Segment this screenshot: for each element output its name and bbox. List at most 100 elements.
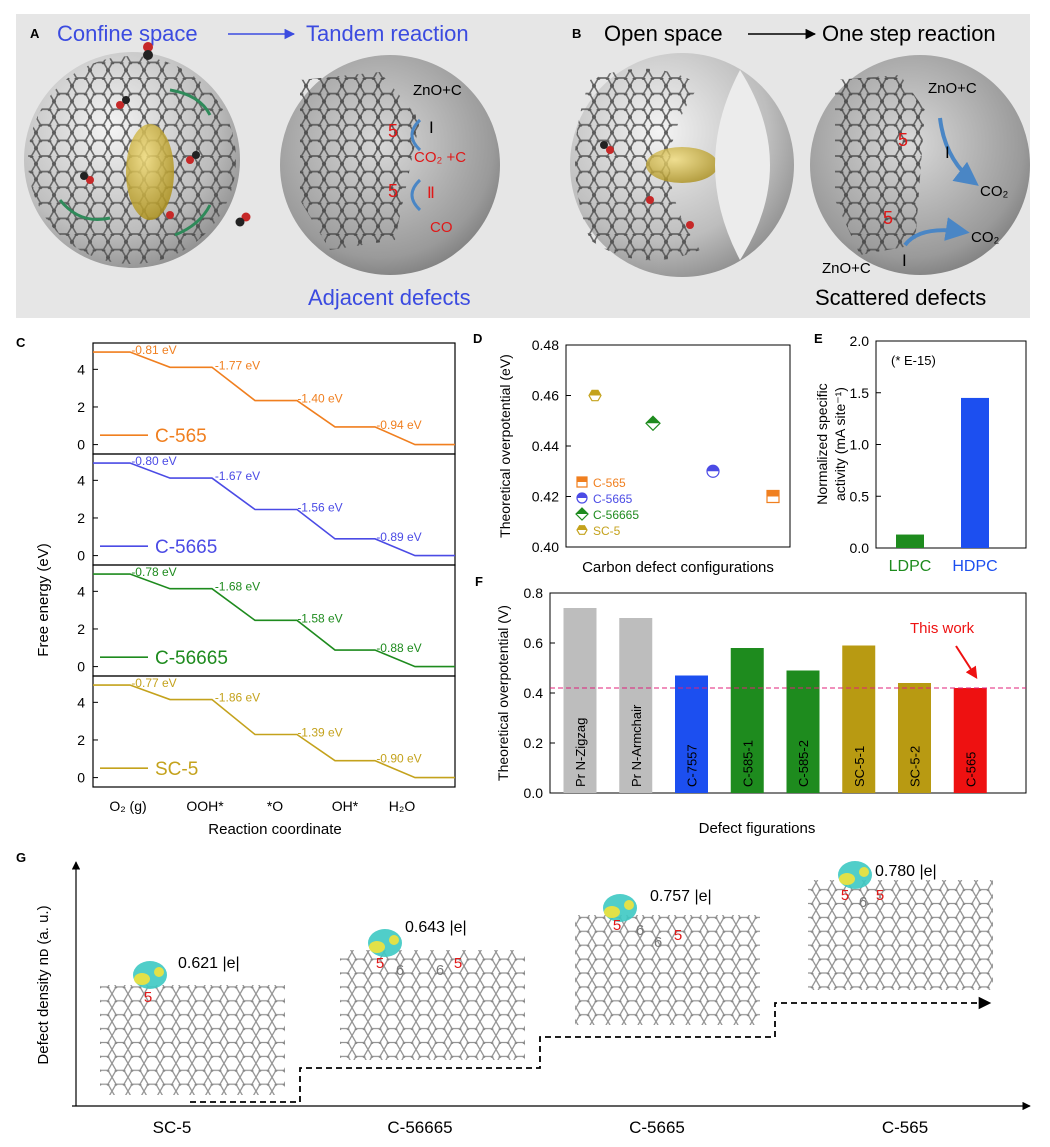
panel-f-letter: F	[475, 574, 483, 589]
bar-label-hdpc: HDPC	[952, 558, 997, 575]
panel-e-ytick-label: 0.0	[850, 540, 870, 556]
step-energy-label: -0.88 eV	[376, 641, 421, 655]
panel-e-ylabel-line1: Normalized specific	[814, 383, 830, 504]
step-energy-label: -1.86 eV	[215, 691, 260, 705]
legend-marker	[575, 507, 589, 521]
panel-e-ylabel-line2: activity (mA site⁻¹)	[832, 387, 848, 501]
ring-label: 6	[396, 962, 404, 979]
bar-pr-n-zigzag	[563, 608, 597, 793]
ring-label: 6	[859, 894, 867, 911]
step-energy-label: -0.77 eV	[131, 676, 176, 690]
panel-d-ytick-label: 0.40	[532, 539, 559, 555]
scatter-point-c-56665	[645, 415, 661, 432]
step-energy-label: -0.89 eV	[376, 530, 421, 544]
charge-value: 0.621 |e|	[178, 955, 240, 972]
step-energy-label: -0.90 eV	[376, 752, 421, 766]
bar-pr-n-armchair	[619, 618, 653, 793]
ring-label: 5	[841, 887, 849, 904]
ring-label: 5	[454, 955, 462, 972]
step-energy-label: -1.56 eV	[297, 501, 342, 515]
panel-e: E Normalized specific activity (mA site⁻…	[814, 331, 1027, 575]
charge-value: 0.757 |e|	[650, 888, 712, 905]
panel-c-ylabel: Free energy (eV)	[35, 543, 52, 656]
ring-label: 5	[613, 917, 621, 934]
legend-marker	[576, 476, 588, 488]
step-ii: Ⅱ	[427, 185, 435, 202]
step-energy-label: -0.80 eV	[131, 454, 176, 468]
panel-f-ytick-label: 0.4	[524, 685, 544, 701]
panel-c-ytick-label: 4	[77, 694, 85, 710]
panel-f: F Theoretical overpotential (V) Defect f…	[475, 574, 1027, 837]
step-energy-label: -0.94 eV	[376, 418, 421, 432]
bar-label: Pr N-Armchair	[629, 704, 644, 787]
panel-b-caption: Scattered defects	[815, 285, 986, 310]
panel-b: B Open space One step reaction 5 5 ZnO+C…	[570, 21, 1030, 310]
panel-a-title-left: Confine space	[57, 21, 198, 46]
panel-c-letter: C	[16, 335, 26, 350]
structure-c-56665: 0.643 |e|5 6 6 5C-56665	[340, 919, 525, 1137]
ring5-upper: 5	[388, 121, 398, 141]
panel-c-xtick-label: OOH*	[186, 798, 224, 814]
panel-c-ytick-label: 0	[77, 770, 85, 786]
structure-name: SC-5	[153, 1118, 192, 1137]
this-work-arrow	[955, 645, 978, 680]
panel-c-ytick-label: 0	[77, 437, 85, 453]
structure-c-565: 0.780 |e| 5 6 5 C-565	[808, 861, 993, 1137]
bar-label: C-585-1	[740, 740, 755, 787]
bar-label-ldpc: LDPC	[889, 558, 932, 575]
bar-label: Pr N-Zigzag	[573, 718, 588, 787]
panel-c-ytick-label: 2	[77, 510, 85, 526]
ring-label: 6	[436, 962, 444, 979]
panel-d-ylabel: Theoretical overpotential (eV)	[497, 354, 513, 538]
step-energy-label: -0.78 eV	[131, 565, 176, 579]
structure-c-5665: 0.757 |e|5 66 5C-5665	[575, 888, 760, 1137]
label-co: CO	[430, 219, 453, 236]
ring-label: 5	[876, 887, 884, 904]
bar-sc-5-2	[898, 683, 931, 793]
panel-c-subplot-frame	[92, 675, 456, 788]
bar-label: SC-5-1	[852, 746, 867, 787]
panel-d-ytick-label: 0.48	[532, 337, 559, 353]
panel-e-ytick-label: 0.5	[850, 488, 870, 504]
panel-d-ytick-label: 0.44	[532, 438, 559, 454]
panel-c-ytick-label: 2	[77, 399, 85, 415]
panel-g-letter: G	[16, 850, 26, 865]
bar-c-585-2	[786, 670, 820, 793]
panel-f-ytick-label: 0.8	[524, 585, 544, 601]
panel-c-xtick-label: OH*	[332, 798, 359, 814]
panel-e-ytick-label: 1.5	[850, 385, 870, 401]
panel-a-caption: Adjacent defects	[308, 285, 471, 310]
step-energy-label: -1.40 eV	[297, 392, 342, 406]
bar-label: SC-5-2	[908, 746, 923, 787]
panel-b-title-left: Open space	[604, 21, 723, 46]
label-b-zno-top: ZnO+C	[928, 80, 977, 97]
legend-marker	[576, 525, 588, 535]
legend-label: SC-5	[593, 524, 621, 538]
open-fullerene-cage	[570, 53, 794, 277]
panel-c-xlabel: Reaction coordinate	[208, 821, 341, 838]
structure-name: C-5665	[629, 1118, 685, 1137]
series-name-c-5665: C-5665	[155, 537, 217, 558]
panel-c-ytick-label: 0	[77, 548, 85, 564]
ring-label: 5	[674, 927, 682, 944]
step-energy-label: -1.67 eV	[215, 469, 260, 483]
label-zno-c: ZnO+C	[413, 82, 462, 99]
bar-c-7557	[675, 675, 708, 793]
scatter-point-c-5665	[706, 464, 720, 478]
step-energy-label: -1.68 eV	[215, 580, 260, 594]
panel-b-letter: B	[572, 26, 581, 41]
panel-c-subplot-frame	[92, 342, 456, 455]
panel-c-ytick-label: 2	[77, 621, 85, 637]
step-b-i-lower: Ⅰ	[902, 253, 907, 270]
panel-b-title-right: One step reaction	[822, 21, 996, 46]
step-energy-label: -1.58 eV	[297, 611, 342, 625]
panel-f-xlabel: Defect figurations	[699, 820, 816, 837]
ring-label: 6	[654, 934, 662, 951]
panel-g: G Defect density nᴅ (a. u.) 0.621 |e| 5 SC…	[16, 850, 1031, 1137]
label-co2-c: CO₂ +C	[414, 149, 466, 166]
bar-ldpc	[896, 534, 924, 548]
structure-sc-5: 0.621 |e| 5 SC-5	[100, 955, 285, 1137]
panel-c-ytick-label: 4	[77, 361, 85, 377]
